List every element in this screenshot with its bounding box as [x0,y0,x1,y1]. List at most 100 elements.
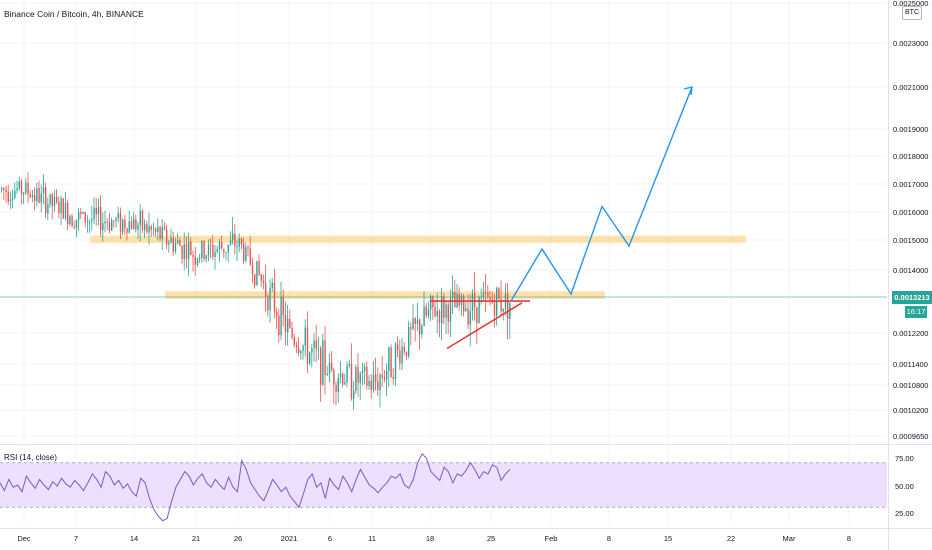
candle-body [311,347,313,353]
price-tick-label: 0.0010800 [893,381,928,390]
candle-body [115,218,117,221]
candle-body [183,244,185,260]
candle-body [161,227,163,240]
candle-body [194,256,196,265]
symbol-title: Binance Coin / Bitcoin, 4h, BINANCE [4,9,144,19]
candle-body [152,228,155,230]
candle-body [405,351,408,356]
candle-body [368,380,370,387]
candle-body [240,238,243,245]
candle-body [18,180,20,189]
candle-body [449,298,452,322]
candle-body [412,318,414,329]
candle-body [346,365,348,383]
candle-body [128,221,130,233]
candle-body [295,344,298,348]
candle-body [267,296,269,311]
time-tick-label: Mar [783,534,796,543]
candle-body [232,233,234,241]
candle-body [502,308,504,312]
price-tick-label: 0.0017000 [893,180,928,189]
last-price-tag: 0.0013213 [892,291,932,304]
candle-body [289,318,291,328]
candle-body [465,308,467,312]
candle-body [218,241,221,250]
candle-body [276,311,278,316]
candle-body [16,188,18,191]
currency-badge[interactable]: BTC [902,6,922,20]
candle-body [324,340,326,375]
candle-body [29,194,31,198]
candle-body [342,373,344,385]
price-tick-label: 0.0012200 [893,329,928,338]
candle-body [148,226,150,233]
candle-body [80,212,82,214]
candle-body [245,247,247,261]
candle-body [179,240,181,247]
candle-body [225,252,227,254]
candle-body [113,220,115,222]
trendline [446,302,523,350]
candle-body [284,315,287,332]
rsi-tick-label: 25.00 [895,509,914,518]
candle-body [73,226,75,228]
candle-body [454,291,456,308]
candlestick-series [1,172,511,410]
candle-body [269,288,271,311]
candle-body [258,260,260,275]
candle-body [78,212,80,220]
axes: 0.0025000 0.0023000 0.0021000 0.0019000 0.00… [17,0,928,543]
price-tick-label: 0.0011400 [893,360,928,369]
candle-body [117,213,119,219]
candle-body [188,241,190,260]
candle-body [12,197,14,200]
projection-path [510,86,693,302]
candle-body [482,292,485,297]
candle-body [155,228,157,232]
candle-body [478,296,480,324]
candle-body [507,293,509,319]
candle-body [139,210,141,226]
candle-body [234,233,236,247]
candle-body [427,309,430,316]
candle-body [254,274,256,286]
candle-body [480,296,482,298]
price-tick-label: 0.0016000 [893,208,928,217]
candle-body [150,226,152,230]
candle-body [496,288,498,316]
candle-body [210,244,212,246]
candle-body [51,194,53,207]
candle-body [309,352,311,364]
time-tick-label: 18 [426,534,434,543]
candle-body [97,206,100,215]
candle-body [7,192,9,202]
candle-body [487,292,489,297]
time-tick-label: 14 [130,534,138,543]
candle-body [359,373,361,383]
candle-body [27,182,29,195]
candle-body [64,202,67,219]
time-tick-label: 26 [234,534,242,543]
candle-body [493,302,496,316]
candle-body [25,182,27,193]
candle-body [221,241,223,249]
candle-body [271,282,273,289]
candle-body [489,296,491,300]
candle-body [69,216,71,224]
candle-body [174,243,177,252]
price-tick-label: 0.0023000 [893,39,928,48]
candle-body [331,362,333,371]
candle-body [102,223,104,231]
candle-body [141,210,144,230]
candle-body [38,188,40,203]
candle-body [300,350,302,354]
candle-body [328,362,331,374]
candle-body [108,222,111,231]
candle-body [498,288,500,299]
candle-body [355,366,357,391]
candle-body [383,377,386,380]
candle-body [445,304,447,318]
time-tick-label: 15 [664,534,672,543]
candle-body [71,216,73,227]
